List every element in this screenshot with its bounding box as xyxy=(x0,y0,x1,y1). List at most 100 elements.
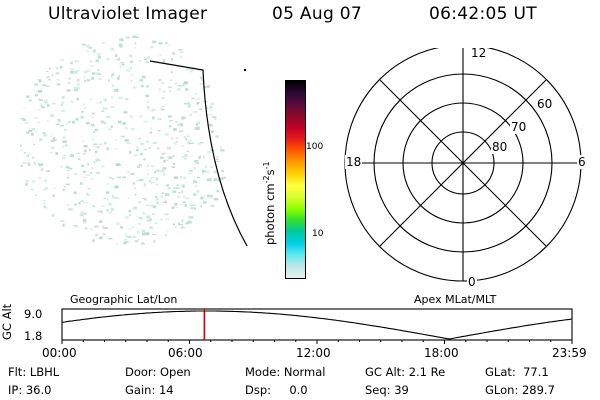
emission-pixel xyxy=(129,151,132,154)
emission-pixel xyxy=(172,163,176,165)
emission-pixel xyxy=(64,144,68,147)
emission-pixel xyxy=(93,131,96,133)
emission-pixel xyxy=(86,174,91,177)
emission-pixel xyxy=(74,60,79,63)
emission-pixel xyxy=(98,73,101,75)
emission-pixel xyxy=(152,142,157,144)
emission-pixel xyxy=(108,176,112,179)
emission-pixel xyxy=(39,169,44,172)
emission-pixel xyxy=(146,56,150,59)
emission-pixel xyxy=(109,211,113,214)
emission-pixel xyxy=(148,146,151,149)
emission-pixel xyxy=(176,184,180,186)
emission-pixel xyxy=(181,145,184,147)
emission-pixel xyxy=(27,153,32,155)
emission-pixel xyxy=(188,173,193,175)
emission-pixel xyxy=(150,127,153,130)
emission-pixel xyxy=(49,139,54,141)
emission-pixel xyxy=(23,152,27,154)
emission-pixel xyxy=(158,118,162,120)
emission-pixel xyxy=(121,135,125,138)
emission-pixel xyxy=(190,67,195,71)
emission-pixel xyxy=(26,95,30,98)
emission-pixel xyxy=(114,148,117,150)
emission-pixel xyxy=(34,83,38,87)
emission-pixel xyxy=(220,149,225,152)
emission-pixel xyxy=(37,79,42,81)
emission-pixel xyxy=(50,114,55,117)
emission-pixel xyxy=(28,99,32,102)
timeline-xtick: 18:00 xyxy=(424,346,459,360)
emission-pixel xyxy=(128,197,130,200)
emission-pixel xyxy=(169,121,171,123)
emission-pixel xyxy=(62,156,66,160)
emission-pixel xyxy=(120,226,123,229)
emission-pixel xyxy=(183,176,186,180)
emission-pixel xyxy=(82,103,85,106)
emission-pixel xyxy=(38,109,41,111)
emission-pixel xyxy=(117,76,120,80)
emission-pixel xyxy=(201,78,204,82)
emission-pixel xyxy=(191,155,194,157)
auroral-image xyxy=(20,35,248,247)
emission-pixel xyxy=(221,177,224,180)
emission-pixel xyxy=(68,208,73,211)
emission-pixel xyxy=(134,193,137,196)
emission-pixel xyxy=(37,163,40,165)
emission-pixel xyxy=(210,195,214,198)
emission-pixel xyxy=(27,163,30,166)
emission-pixel xyxy=(152,40,157,44)
emission-pixel xyxy=(99,159,102,162)
mode-field: Mode: Normal xyxy=(245,365,326,379)
emission-pixel xyxy=(141,75,146,79)
emission-pixel xyxy=(138,200,141,204)
emission-pixel xyxy=(53,136,56,139)
emission-pixel xyxy=(55,67,58,70)
emission-pixel xyxy=(164,213,169,216)
polar-grid xyxy=(344,48,582,282)
emission-pixel xyxy=(92,161,96,164)
emission-pixel xyxy=(95,158,100,162)
emission-pixel xyxy=(130,127,135,131)
emission-pixel xyxy=(152,116,155,120)
emission-pixel xyxy=(180,176,183,179)
emission-pixel xyxy=(164,133,169,136)
emission-pixel xyxy=(162,58,166,61)
emission-pixel xyxy=(142,232,147,236)
emission-pixel xyxy=(184,204,187,207)
emission-pixel xyxy=(146,173,149,176)
emission-pixel xyxy=(79,214,84,217)
emission-pixel xyxy=(179,203,183,205)
emission-pixel xyxy=(168,156,173,160)
emission-pixel xyxy=(155,198,159,201)
emission-pixel xyxy=(170,70,173,73)
emission-pixel xyxy=(137,148,140,151)
emission-pixel xyxy=(139,115,142,118)
emission-pixel xyxy=(108,128,111,131)
emission-pixel xyxy=(172,190,177,193)
emission-pixel xyxy=(164,42,168,44)
emission-pixel xyxy=(53,187,56,189)
emission-pixel xyxy=(70,68,75,71)
emission-pixel xyxy=(127,228,132,230)
emission-pixel xyxy=(147,165,149,167)
emission-pixel xyxy=(162,167,167,169)
emission-pixel xyxy=(106,191,110,194)
emission-pixel xyxy=(83,202,88,204)
emission-pixel xyxy=(80,211,84,215)
emission-pixel xyxy=(65,166,70,169)
emission-pixel xyxy=(94,128,98,131)
emission-pixel xyxy=(43,189,48,191)
emission-pixel xyxy=(164,200,168,203)
emission-pixel xyxy=(150,111,153,113)
timeline-right-caption: Apex MLat/MLT xyxy=(414,293,497,306)
emission-pixel xyxy=(56,123,60,125)
emission-pixel xyxy=(73,86,77,90)
emission-pixel xyxy=(136,166,140,169)
emission-pixel xyxy=(20,164,23,167)
emission-pixel xyxy=(91,117,94,118)
emission-pixel xyxy=(187,135,190,137)
emission-pixel xyxy=(91,112,95,115)
emission-pixel xyxy=(209,178,212,182)
emission-pixel xyxy=(211,130,214,133)
